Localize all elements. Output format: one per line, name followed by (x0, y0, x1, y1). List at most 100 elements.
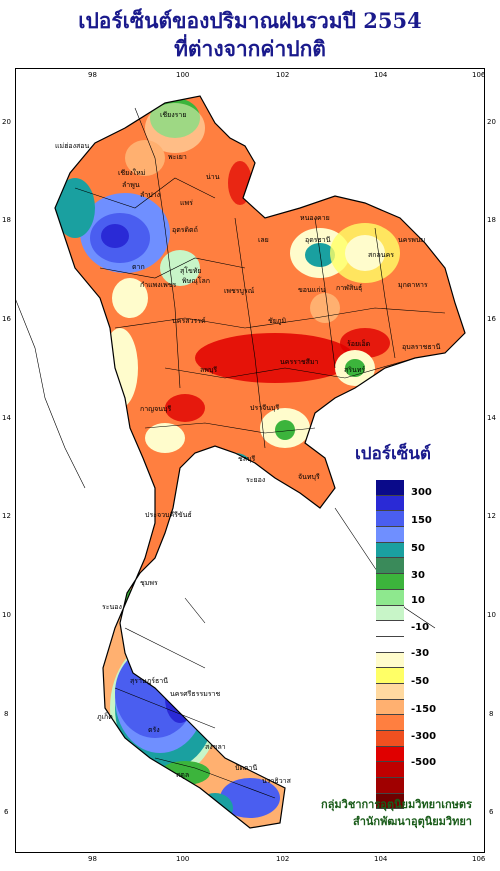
legend-label: -50 (411, 676, 430, 687)
lat-tick-left-12: 12 (2, 512, 11, 520)
lon-tick-top-102: 102 (276, 71, 290, 79)
place-label: เลย (258, 236, 269, 244)
legend-label: -500 (411, 757, 437, 768)
lat-tick-right-8: 8 (489, 710, 494, 718)
place-label: นครสวรรค์ (172, 317, 206, 325)
place-label: ระยอง (246, 476, 266, 484)
legend-swatch (376, 668, 404, 684)
legend-swatch (376, 715, 404, 731)
legend-label: -300 (411, 731, 437, 742)
place-label: ตรัง (148, 726, 160, 734)
place-label: อุตรดิตถ์ (172, 226, 198, 234)
map-title-line2: ที่ต่างจากค่าปกติ (174, 36, 326, 61)
place-label: นครราชสีมา (280, 358, 319, 366)
lon-tick-bottom-106: 106 (472, 855, 486, 863)
map-title-line1: เปอร์เซ็นต์ของปริมาณฝนรวมปี 2554 (78, 8, 422, 33)
lat-tick-right-14: 14 (487, 414, 496, 422)
place-label: มุกดาหาร (398, 281, 428, 289)
place-label: ลำพูน (122, 181, 140, 189)
lon-tick-bottom-100: 100 (176, 855, 190, 863)
legend-swatch (376, 589, 404, 606)
lat-tick-left-16: 16 (2, 315, 11, 323)
lon-tick-top-106: 106 (472, 71, 486, 79)
place-label: หนองคาย (300, 214, 330, 222)
legend-swatch (376, 558, 404, 575)
place-label: ลำปาง (140, 191, 161, 199)
place-label: พะเยา (168, 153, 187, 161)
legend-label: -30 (411, 648, 430, 659)
place-label: พิษณุโลก (182, 277, 211, 285)
place-label: น่าน (206, 173, 220, 181)
place-label: กาฬสินธุ์ (336, 284, 363, 292)
place-label: นครพนม (398, 236, 426, 244)
place-label: สตูล (176, 771, 190, 779)
lat-tick-right-6: 6 (489, 808, 494, 816)
place-label: ชัยภูมิ (268, 317, 287, 325)
place-label: กำแพงเพชร (140, 281, 177, 289)
place-label: ตาก (132, 263, 145, 271)
place-label: นครศรีธรรมราช (170, 690, 221, 698)
legend-swatch (376, 480, 404, 496)
legend-swatch (376, 652, 404, 669)
place-label: จันทบุรี (298, 473, 320, 481)
legend-swatch (376, 731, 404, 747)
place-label: ลพบุรี (200, 366, 218, 374)
legend-swatch (376, 746, 404, 763)
lon-tick-top-98: 98 (88, 71, 97, 79)
lon-tick-top-104: 104 (374, 71, 388, 79)
legend-swatch (376, 527, 404, 543)
place-label: สกลนคร (368, 251, 395, 259)
lat-tick-right-16: 16 (487, 315, 496, 323)
credit-line2: สำนักพัฒนาอุตุนิยมวิทยา (353, 815, 472, 828)
lat-tick-right-18: 18 (487, 216, 496, 224)
place-label: อุดรธานี (305, 236, 331, 244)
legend-swatch (376, 683, 404, 700)
legend-swatch (376, 542, 404, 559)
place-label: ภูเก็ต (97, 713, 113, 721)
place-label: สุรินทร์ (344, 366, 366, 374)
place-label: เพชรบูรณ์ (224, 287, 255, 295)
place-label: ชลบุรี (238, 455, 256, 463)
legend-swatch (376, 621, 404, 637)
place-label: ขอนแก่น (298, 286, 326, 294)
place-label: ระนอง (102, 603, 122, 611)
place-label: สุโขทัย (180, 267, 202, 275)
legend-label: -150 (411, 704, 437, 715)
legend-swatch (376, 778, 404, 794)
place-label: แม่ฮ่องสอน (55, 142, 90, 150)
lat-tick-right-20: 20 (487, 118, 496, 126)
legend-label: 150 (411, 515, 432, 526)
legend-label: 300 (411, 487, 432, 498)
legend-swatch (376, 495, 404, 512)
place-label: ปัตตานี (235, 764, 258, 772)
place-label: เชียงราย (160, 111, 187, 119)
place-label: อุบลราชธานี (402, 343, 441, 351)
lat-tick-left-6: 6 (4, 808, 9, 816)
lat-tick-left-14: 14 (2, 414, 11, 422)
lon-tick-top-100: 100 (176, 71, 190, 79)
legend-label: 10 (411, 595, 425, 606)
lat-tick-left-10: 10 (2, 611, 11, 619)
legend-label: 30 (411, 570, 425, 581)
place-label: เชียงใหม่ (118, 169, 146, 177)
place-label: ร้อยเอ็ด (347, 340, 371, 348)
place-label: สุราษฎร์ธานี (130, 677, 169, 685)
lon-tick-bottom-98: 98 (88, 855, 97, 863)
legend-title: เปอร์เซ็นต์ (355, 444, 431, 464)
legend-swatch (376, 793, 404, 810)
lat-tick-left-20: 20 (2, 118, 11, 126)
place-label: สงขลา (205, 743, 226, 751)
legend-swatch (376, 762, 404, 779)
place-label: แพร่ (180, 199, 193, 207)
legend-color-bar (376, 480, 404, 810)
place-label: นราธิวาส (262, 777, 291, 785)
place-label: กาญจนบุรี (140, 405, 172, 413)
lat-tick-right-10: 10 (487, 611, 496, 619)
place-label: ประจวบคีรีขันธ์ (145, 511, 192, 519)
credit-line1: กลุ่มวิชาการอุตุนิยมวิทยาเกษตร (321, 798, 472, 811)
legend-label: -10 (411, 622, 430, 633)
lon-tick-bottom-104: 104 (374, 855, 388, 863)
place-label: ชุมพร (140, 579, 158, 587)
legend-swatch (376, 574, 404, 590)
lat-tick-left-18: 18 (2, 216, 11, 224)
